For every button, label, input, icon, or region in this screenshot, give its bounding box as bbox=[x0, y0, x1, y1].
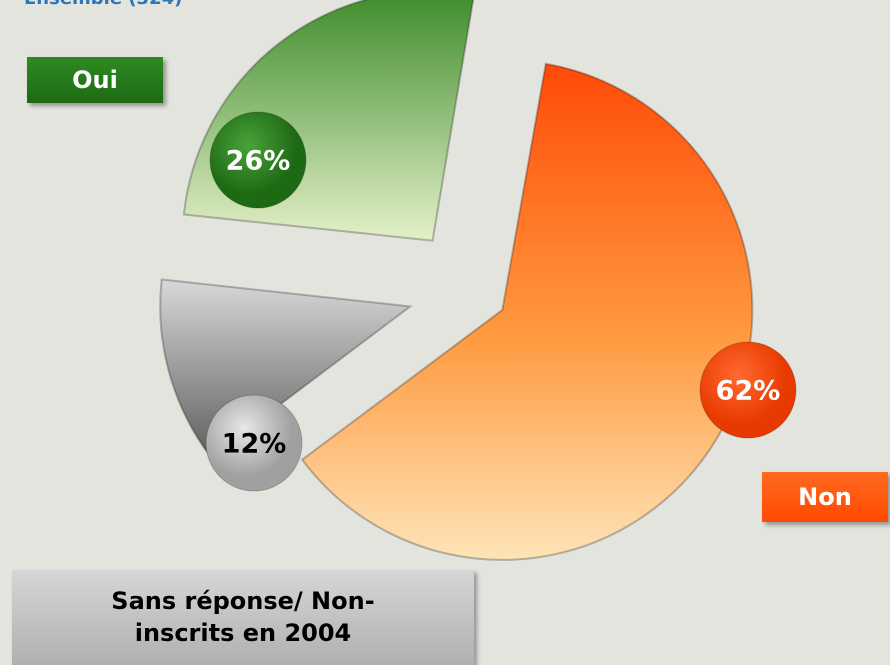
value-label: 26% bbox=[226, 146, 291, 177]
category-label: Sans réponse/ Non-inscrits en 2004 bbox=[12, 570, 474, 665]
category-label: Oui bbox=[27, 57, 163, 103]
value-bubble bbox=[205, 394, 303, 492]
value-bubble bbox=[699, 341, 797, 439]
value-label: 62% bbox=[716, 376, 781, 407]
pie-slice bbox=[300, 62, 754, 561]
chart-title: Ensemble (324) bbox=[24, 0, 182, 9]
pie-slice bbox=[182, 0, 475, 242]
category-label: Non bbox=[762, 472, 888, 522]
value-label: 12% bbox=[222, 429, 287, 460]
value-bubble bbox=[209, 111, 307, 209]
